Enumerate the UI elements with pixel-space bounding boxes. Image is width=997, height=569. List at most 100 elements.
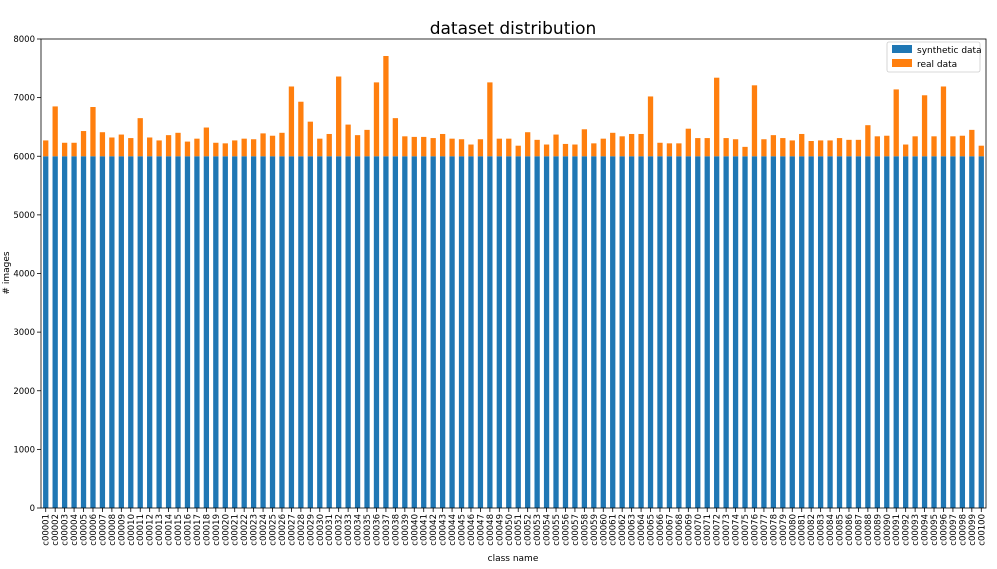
x-tick-label: c00001: [42, 514, 52, 546]
x-tick-label: c00005: [80, 514, 90, 546]
bar-real-data: [714, 77, 720, 157]
bar-synthetic-data: [704, 156, 710, 508]
bar-real-data: [128, 138, 134, 157]
bar-real-data: [836, 138, 843, 157]
bar-real-data: [780, 138, 786, 157]
x-tick-label: c00079: [779, 514, 789, 546]
x-tick-label: c00011: [136, 514, 146, 546]
x-tick-label: c00070: [694, 514, 704, 546]
y-axis-label: # images: [2, 251, 12, 294]
bar-real-data: [175, 132, 181, 157]
x-tick-label: c00015: [174, 514, 184, 546]
x-tick-label: c00098: [958, 514, 968, 546]
x-tick-label: c00051: [514, 514, 524, 546]
bar-synthetic-data: [921, 156, 928, 508]
bar-real-data: [931, 136, 937, 157]
x-tick-label: c00014: [165, 514, 175, 546]
y-tick-label: 0: [30, 504, 35, 514]
bar-synthetic-data: [118, 156, 124, 508]
x-axis-label: class name: [488, 554, 539, 564]
x-tick-label: c00043: [439, 514, 449, 546]
bar-synthetic-data: [808, 156, 814, 508]
bar-real-data: [978, 145, 984, 157]
x-tick-label: c00074: [732, 514, 742, 546]
x-tick-label: c00071: [703, 514, 713, 546]
bar-synthetic-data: [184, 156, 191, 508]
bar-synthetic-data: [846, 156, 852, 508]
bar-real-data: [695, 138, 701, 157]
bar-real-data: [345, 124, 351, 157]
y-tick-label: 5000: [13, 211, 35, 221]
bar-synthetic-data: [770, 156, 777, 508]
bar-real-data: [921, 95, 928, 157]
bar-real-data: [288, 86, 295, 157]
bar-synthetic-data: [288, 156, 295, 508]
x-tick-label: c00041: [420, 514, 430, 546]
bar-synthetic-data: [345, 156, 351, 508]
legend: synthetic data real data: [886, 41, 982, 73]
x-tick-label: c00084: [826, 514, 836, 546]
x-tick-label: c00078: [769, 514, 779, 546]
bar-synthetic-data: [137, 156, 143, 508]
x-tick-label: c00075: [741, 514, 751, 546]
bar-real-data: [903, 144, 909, 157]
bar-real-data: [307, 121, 313, 157]
x-tick-label: c00023: [250, 514, 260, 546]
bar-real-data: [846, 139, 852, 157]
bar-synthetic-data: [194, 156, 200, 508]
bar-real-data: [109, 137, 115, 157]
bar-synthetic-data: [222, 156, 228, 508]
x-tick-label: c00036: [372, 514, 382, 546]
bar-real-data: [799, 133, 805, 157]
x-tick-label: c00055: [552, 514, 562, 546]
x-tick-label: c00034: [354, 514, 364, 546]
bar-real-data: [666, 143, 673, 157]
bar-real-data: [506, 138, 512, 157]
bar-real-data: [165, 135, 172, 157]
x-tick-label: c00026: [278, 514, 288, 546]
x-tick-label: c00058: [580, 514, 590, 546]
x-tick-label: c00039: [401, 514, 411, 546]
bar-synthetic-data: [912, 156, 918, 508]
bar-synthetic-data: [714, 156, 720, 508]
x-tick-label: c00018: [202, 514, 212, 546]
x-tick-label: c00057: [571, 514, 581, 546]
bar-synthetic-data: [619, 156, 625, 508]
bar-synthetic-data: [71, 156, 77, 508]
bar-synthetic-data: [402, 156, 408, 508]
bar-real-data: [203, 127, 210, 157]
bar-synthetic-data: [978, 156, 984, 508]
bar-real-data: [789, 140, 795, 157]
bar-synthetic-data: [326, 156, 332, 508]
bar-real-data: [260, 133, 266, 157]
bar-real-data: [543, 144, 550, 157]
x-tick-label: c00093: [911, 514, 921, 546]
x-tick-label: c00032: [335, 514, 345, 546]
bar-synthetic-data: [52, 156, 58, 508]
y-tick-label: 1000: [13, 445, 35, 455]
bar-synthetic-data: [562, 156, 569, 508]
x-tick-label: c00020: [221, 514, 231, 546]
bar-synthetic-data: [789, 156, 795, 508]
bar-real-data: [430, 138, 436, 157]
bar-synthetic-data: [250, 156, 257, 508]
bar-real-data: [723, 138, 729, 157]
bar-synthetic-data: [761, 156, 767, 508]
bar-real-data: [884, 135, 890, 157]
bar-real-data: [61, 142, 68, 157]
bar-real-data: [411, 136, 417, 157]
bar-real-data: [137, 118, 143, 157]
bar-real-data: [458, 139, 465, 157]
bar-real-data: [232, 140, 238, 157]
x-tick-label: c00064: [637, 514, 647, 546]
bar-synthetic-data: [534, 156, 540, 508]
bar-synthetic-data: [80, 156, 87, 508]
x-tick-label: c00004: [70, 514, 80, 546]
bar-synthetic-data: [496, 156, 502, 508]
bar-real-data: [184, 141, 191, 157]
x-tick-label: c00030: [316, 514, 326, 546]
bar-synthetic-data: [799, 156, 805, 508]
bar-real-data: [704, 138, 710, 157]
bar-synthetic-data: [543, 156, 550, 508]
